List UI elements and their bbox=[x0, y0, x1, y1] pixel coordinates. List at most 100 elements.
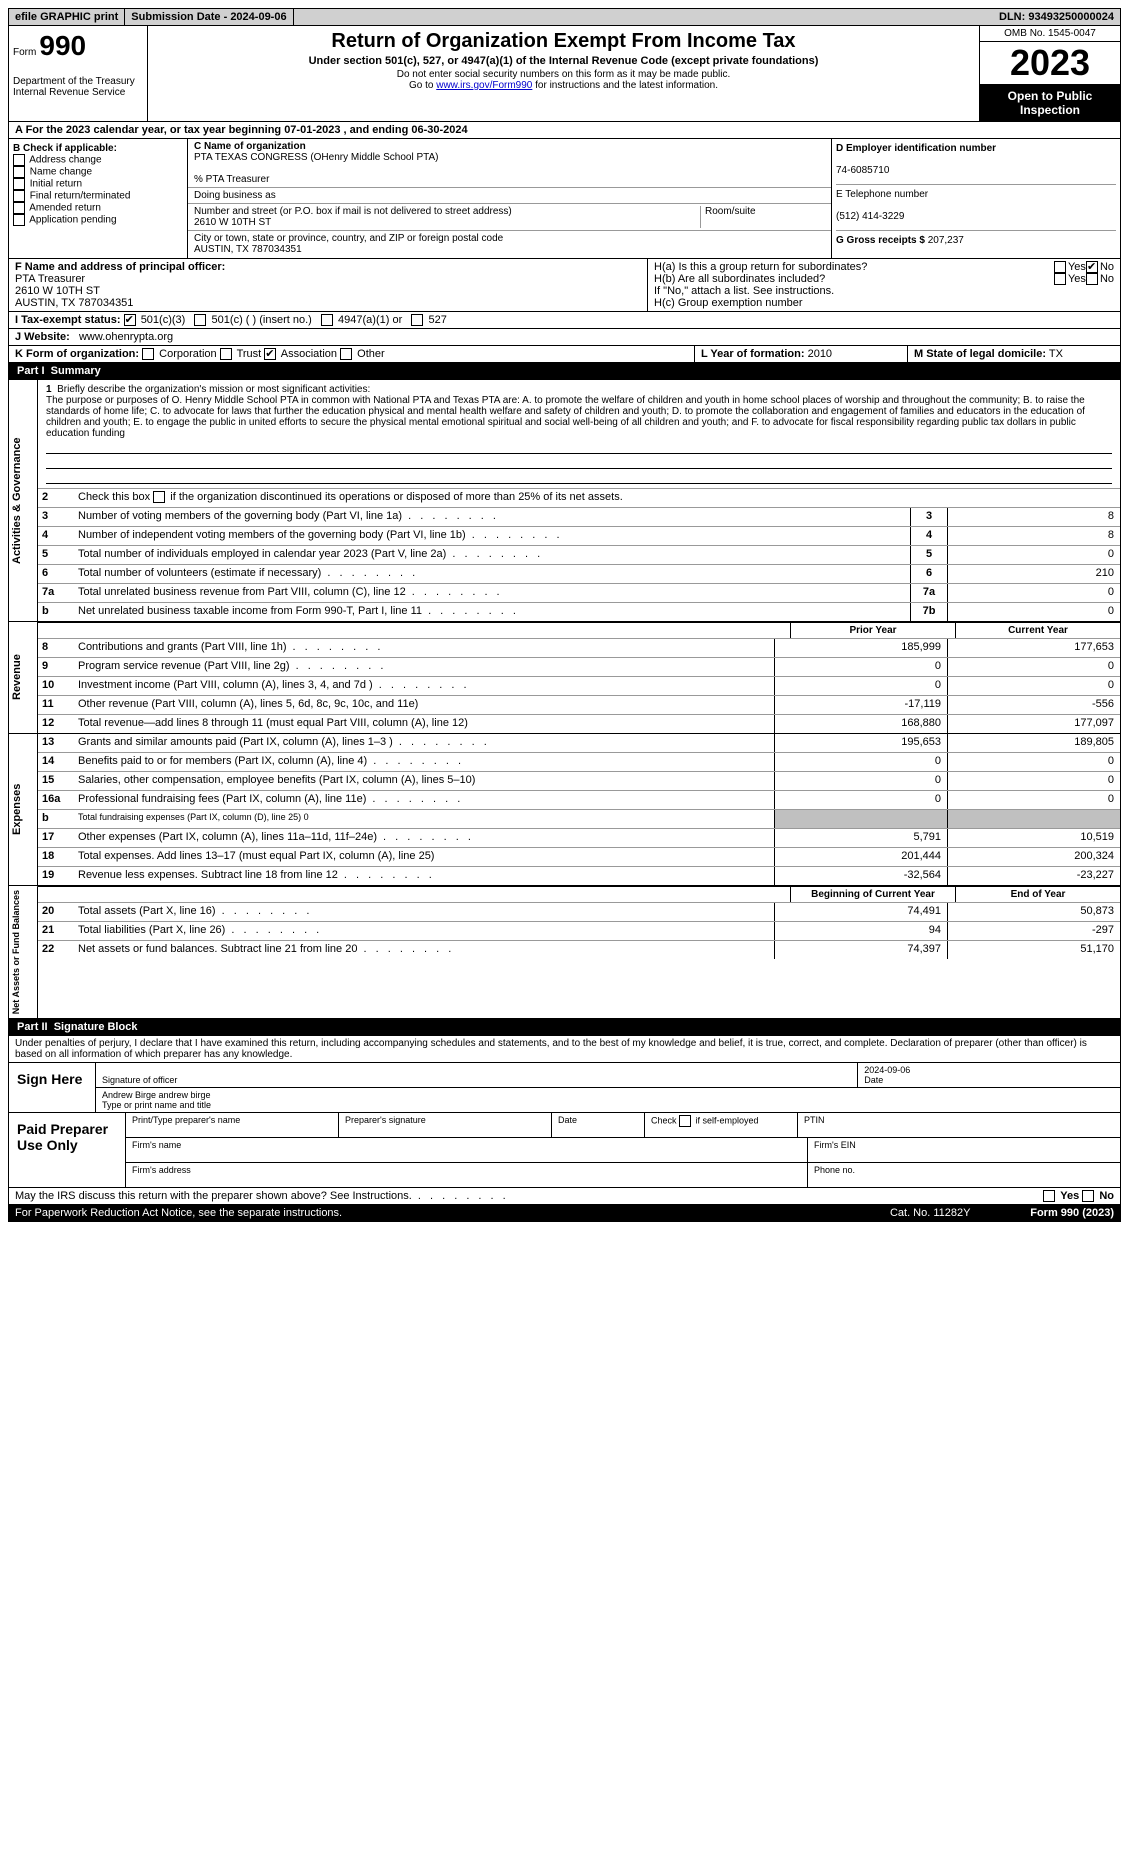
cb-pending-label: Application pending bbox=[29, 215, 116, 226]
hb-yes-label: Yes bbox=[1068, 273, 1086, 285]
exp-content: 13Grants and similar amounts paid (Part … bbox=[38, 734, 1120, 885]
l9-prior: 0 bbox=[774, 658, 947, 676]
part2-header: Part II Signature Block bbox=[8, 1019, 1121, 1036]
cb-527[interactable] bbox=[411, 314, 423, 326]
l7a-num: 7a bbox=[38, 584, 74, 602]
dba-label: Doing business as bbox=[194, 190, 276, 201]
cb-trust[interactable] bbox=[220, 348, 232, 360]
trust-label: Trust bbox=[237, 348, 262, 360]
dept-label: Department of the Treasury Internal Reve… bbox=[13, 76, 143, 98]
part1-title: Summary bbox=[51, 365, 101, 377]
l15-num: 15 bbox=[38, 772, 74, 790]
form990-link[interactable]: www.irs.gov/Form990 bbox=[436, 80, 532, 91]
header-bar: efile GRAPHIC print Submission Date - 20… bbox=[8, 8, 1121, 26]
l6-box: 6 bbox=[910, 565, 947, 583]
l4-box: 4 bbox=[910, 527, 947, 545]
tax-year: 2023 bbox=[980, 42, 1120, 85]
l14-num: 14 bbox=[38, 753, 74, 771]
form-subtitle: Under section 501(c), 527, or 4947(a)(1)… bbox=[152, 55, 975, 67]
l7b-text: Net unrelated business taxable income fr… bbox=[74, 603, 910, 621]
form-word: Form bbox=[13, 47, 36, 58]
l4-text: Number of independent voting members of … bbox=[74, 527, 910, 545]
firm-name-label: Firm's name bbox=[126, 1138, 808, 1162]
l13-text: Grants and similar amounts paid (Part IX… bbox=[74, 734, 774, 752]
l3-num: 3 bbox=[38, 508, 74, 526]
paid-title: Paid Preparer Use Only bbox=[9, 1113, 126, 1187]
org-careof: % PTA Treasurer bbox=[194, 174, 269, 185]
tab-na: Net Assets or Fund Balances bbox=[9, 886, 38, 1018]
l17-curr: 10,519 bbox=[947, 829, 1120, 847]
cb-501c3[interactable] bbox=[124, 314, 136, 326]
l3-val: 8 bbox=[947, 508, 1120, 526]
hdr-current: Current Year bbox=[955, 623, 1120, 638]
l9-text: Program service revenue (Part VIII, line… bbox=[74, 658, 774, 676]
note2-post: for instructions and the latest informat… bbox=[532, 80, 718, 91]
prep-sig-label: Preparer's signature bbox=[339, 1113, 552, 1137]
l18-text: Total expenses. Add lines 13–17 (must eq… bbox=[74, 848, 774, 866]
row-f-label: F Name and address of principal officer: bbox=[15, 261, 225, 273]
l13-prior: 195,653 bbox=[774, 734, 947, 752]
summary-rev: Revenue Prior YearCurrent Year 8Contribu… bbox=[8, 622, 1121, 734]
ein-block: D Employer identification number74-60857… bbox=[836, 143, 1116, 176]
l16b-num: b bbox=[38, 810, 74, 828]
cb-selfemp[interactable] bbox=[679, 1115, 691, 1127]
cat-no: Cat. No. 11282Y bbox=[830, 1207, 1030, 1219]
l21-text: Total liabilities (Part X, line 26) bbox=[74, 922, 774, 940]
summary-exp: Expenses 13Grants and similar amounts pa… bbox=[8, 734, 1121, 886]
form-footer: Form 990 (2023) bbox=[1030, 1207, 1114, 1219]
l16b-curr bbox=[947, 810, 1120, 828]
cb-final[interactable] bbox=[13, 190, 25, 202]
street-block: Number and street (or P.O. box if mail i… bbox=[188, 204, 831, 231]
other-label: Other bbox=[357, 348, 385, 360]
cb-corp[interactable] bbox=[142, 348, 154, 360]
l5-text: Total number of individuals employed in … bbox=[74, 546, 910, 564]
cb-pending[interactable] bbox=[13, 214, 25, 226]
cb-amended[interactable] bbox=[13, 202, 25, 214]
cb-discontinued[interactable] bbox=[153, 491, 165, 503]
paid-preparer: Paid Preparer Use Only Print/Type prepar… bbox=[8, 1113, 1121, 1188]
row-f: F Name and address of principal officer:… bbox=[9, 259, 648, 311]
ha-yes[interactable] bbox=[1054, 261, 1066, 273]
l11-num: 11 bbox=[38, 696, 74, 714]
form-number-block: Form 990 Department of the Treasury Inte… bbox=[9, 26, 148, 121]
l22-eoy: 51,170 bbox=[947, 941, 1120, 959]
hb-no[interactable] bbox=[1086, 273, 1098, 285]
cb-name[interactable] bbox=[13, 166, 25, 178]
l11-prior: -17,119 bbox=[774, 696, 947, 714]
row-i: I Tax-exempt status: 501(c)(3) 501(c) ( … bbox=[9, 312, 1120, 328]
sig-name-cell: Andrew Birge andrew birgeType or print n… bbox=[96, 1088, 1120, 1112]
row-a: A For the 2023 calendar year, or tax yea… bbox=[8, 122, 1121, 139]
summary-na: Net Assets or Fund Balances Beginning of… bbox=[8, 886, 1121, 1019]
firm-addr-label: Firm's address bbox=[126, 1163, 808, 1187]
l7a-val: 0 bbox=[947, 584, 1120, 602]
hb-yes[interactable] bbox=[1054, 273, 1066, 285]
phone-label: Phone no. bbox=[808, 1163, 1120, 1187]
ha-no[interactable] bbox=[1086, 261, 1098, 273]
tab-exp: Expenses bbox=[9, 734, 38, 885]
cb-address-label: Address change bbox=[29, 155, 101, 166]
l2: Check this box if the organization disco… bbox=[74, 489, 1120, 507]
l14-curr: 0 bbox=[947, 753, 1120, 771]
l5-val: 0 bbox=[947, 546, 1120, 564]
l22-boy: 74,397 bbox=[774, 941, 947, 959]
col-b-label: B Check if applicable: bbox=[13, 143, 117, 154]
cb-initial[interactable] bbox=[13, 178, 25, 190]
cb-other[interactable] bbox=[340, 348, 352, 360]
sig-date: 2024-09-06 bbox=[864, 1065, 910, 1075]
cb-4947[interactable] bbox=[321, 314, 333, 326]
dba-block: Doing business as bbox=[188, 188, 831, 204]
l16a-curr: 0 bbox=[947, 791, 1120, 809]
gross-label: G Gross receipts $ bbox=[836, 235, 925, 246]
l11-curr: -556 bbox=[947, 696, 1120, 714]
l15-prior: 0 bbox=[774, 772, 947, 790]
prep-date-label: Date bbox=[552, 1113, 645, 1137]
l21-eoy: -297 bbox=[947, 922, 1120, 940]
city-val: AUSTIN, TX 787034351 bbox=[194, 244, 302, 255]
discuss-no[interactable] bbox=[1082, 1190, 1094, 1202]
cb-address[interactable] bbox=[13, 154, 25, 166]
4947-label: 4947(a)(1) or bbox=[338, 314, 402, 326]
org-name: PTA TEXAS CONGRESS (OHenry Middle School… bbox=[194, 152, 439, 163]
cb-assoc[interactable] bbox=[264, 348, 276, 360]
discuss-yes[interactable] bbox=[1043, 1190, 1055, 1202]
cb-501c[interactable] bbox=[194, 314, 206, 326]
